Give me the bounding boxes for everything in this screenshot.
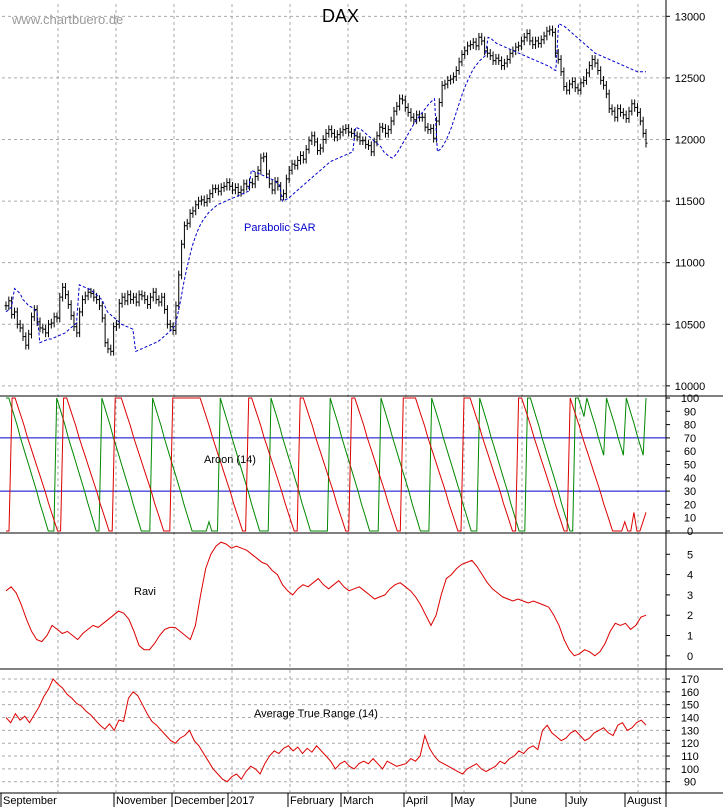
axis-tick-label: 150: [681, 700, 699, 712]
month-label: June: [513, 795, 537, 807]
grid-layer: [2, 4, 666, 792]
axis-tick-label: 0: [687, 651, 693, 663]
axis-tick-label: 4: [687, 570, 693, 582]
axis-tick-label: 11500: [675, 196, 705, 208]
axis-tick-label: 10000: [675, 381, 706, 393]
right-axis: 1300012500120001150011000105001000010090…: [666, 11, 706, 789]
aroon-down-line: [6, 397, 647, 532]
sar-label: Parabolic SAR: [244, 222, 316, 234]
axis-tick-label: 50: [684, 460, 696, 472]
chart-title: DAX: [322, 6, 359, 26]
month-label: July: [568, 795, 588, 807]
month-label: 2017: [230, 795, 254, 807]
axis-tick-label: 20: [684, 499, 696, 511]
month-label: March: [343, 795, 374, 807]
ravi-panel: Ravi: [5, 541, 647, 657]
axis-tick-label: 1: [687, 631, 693, 643]
axis-tick-label: 10500: [675, 319, 706, 331]
axis-tick-label: 30: [684, 486, 696, 498]
month-label: December: [174, 795, 225, 807]
axis-tick-label: 90: [684, 777, 696, 789]
axis-tick-label: 40: [684, 473, 696, 485]
axis-tick-label: 11000: [675, 258, 705, 270]
axis-tick-label: 5: [687, 549, 693, 561]
atr-label: Average True Range (14): [254, 708, 378, 720]
aroon-up-line: [6, 397, 647, 532]
x-axis: September November December 2017 February Mar…: [0, 793, 661, 807]
ravi-label: Ravi: [134, 586, 156, 598]
axis-tick-label: 140: [681, 713, 699, 725]
month-label: September: [3, 795, 57, 807]
price-candles: [4, 25, 648, 356]
axis-tick-label: 120: [681, 738, 699, 750]
axis-tick-label: 0: [687, 526, 693, 538]
axis-tick-label: 160: [681, 687, 699, 699]
watermark: www.chartbuero.de: [11, 12, 123, 27]
axis-tick-label: 170: [681, 674, 699, 686]
axis-tick-label: 80: [684, 420, 696, 432]
ravi-line: [5, 541, 647, 657]
axis-tick-label: 2: [687, 610, 693, 622]
aroon-label: Aroon (14): [204, 454, 256, 466]
axis-tick-label: 100: [681, 393, 699, 405]
month-label: May: [454, 795, 475, 807]
axis-tick-label: 110: [681, 751, 699, 763]
axis-tick-label: 130: [681, 725, 699, 737]
axis-tick-label: 70: [684, 433, 696, 445]
month-label: August: [627, 795, 661, 807]
atr-line: [5, 678, 647, 783]
axis-tick-label: 12000: [675, 134, 706, 146]
axis-tick-label: 12500: [675, 73, 706, 85]
price-panel: Parabolic SAR: [4, 22, 648, 356]
axis-tick-label: 13000: [675, 11, 706, 23]
aroon-panel: Aroon (14): [0, 397, 666, 532]
axis-tick-label: 10: [684, 513, 696, 525]
month-label: February: [290, 795, 335, 807]
atr-panel: Average True Range (14): [5, 678, 647, 783]
month-label: April: [406, 795, 428, 807]
axis-tick-label: 100: [681, 764, 699, 776]
month-label: November: [116, 795, 167, 807]
axis-tick-label: 60: [684, 446, 696, 458]
axis-tick-label: 90: [684, 406, 696, 418]
axis-tick-label: 3: [687, 590, 693, 602]
